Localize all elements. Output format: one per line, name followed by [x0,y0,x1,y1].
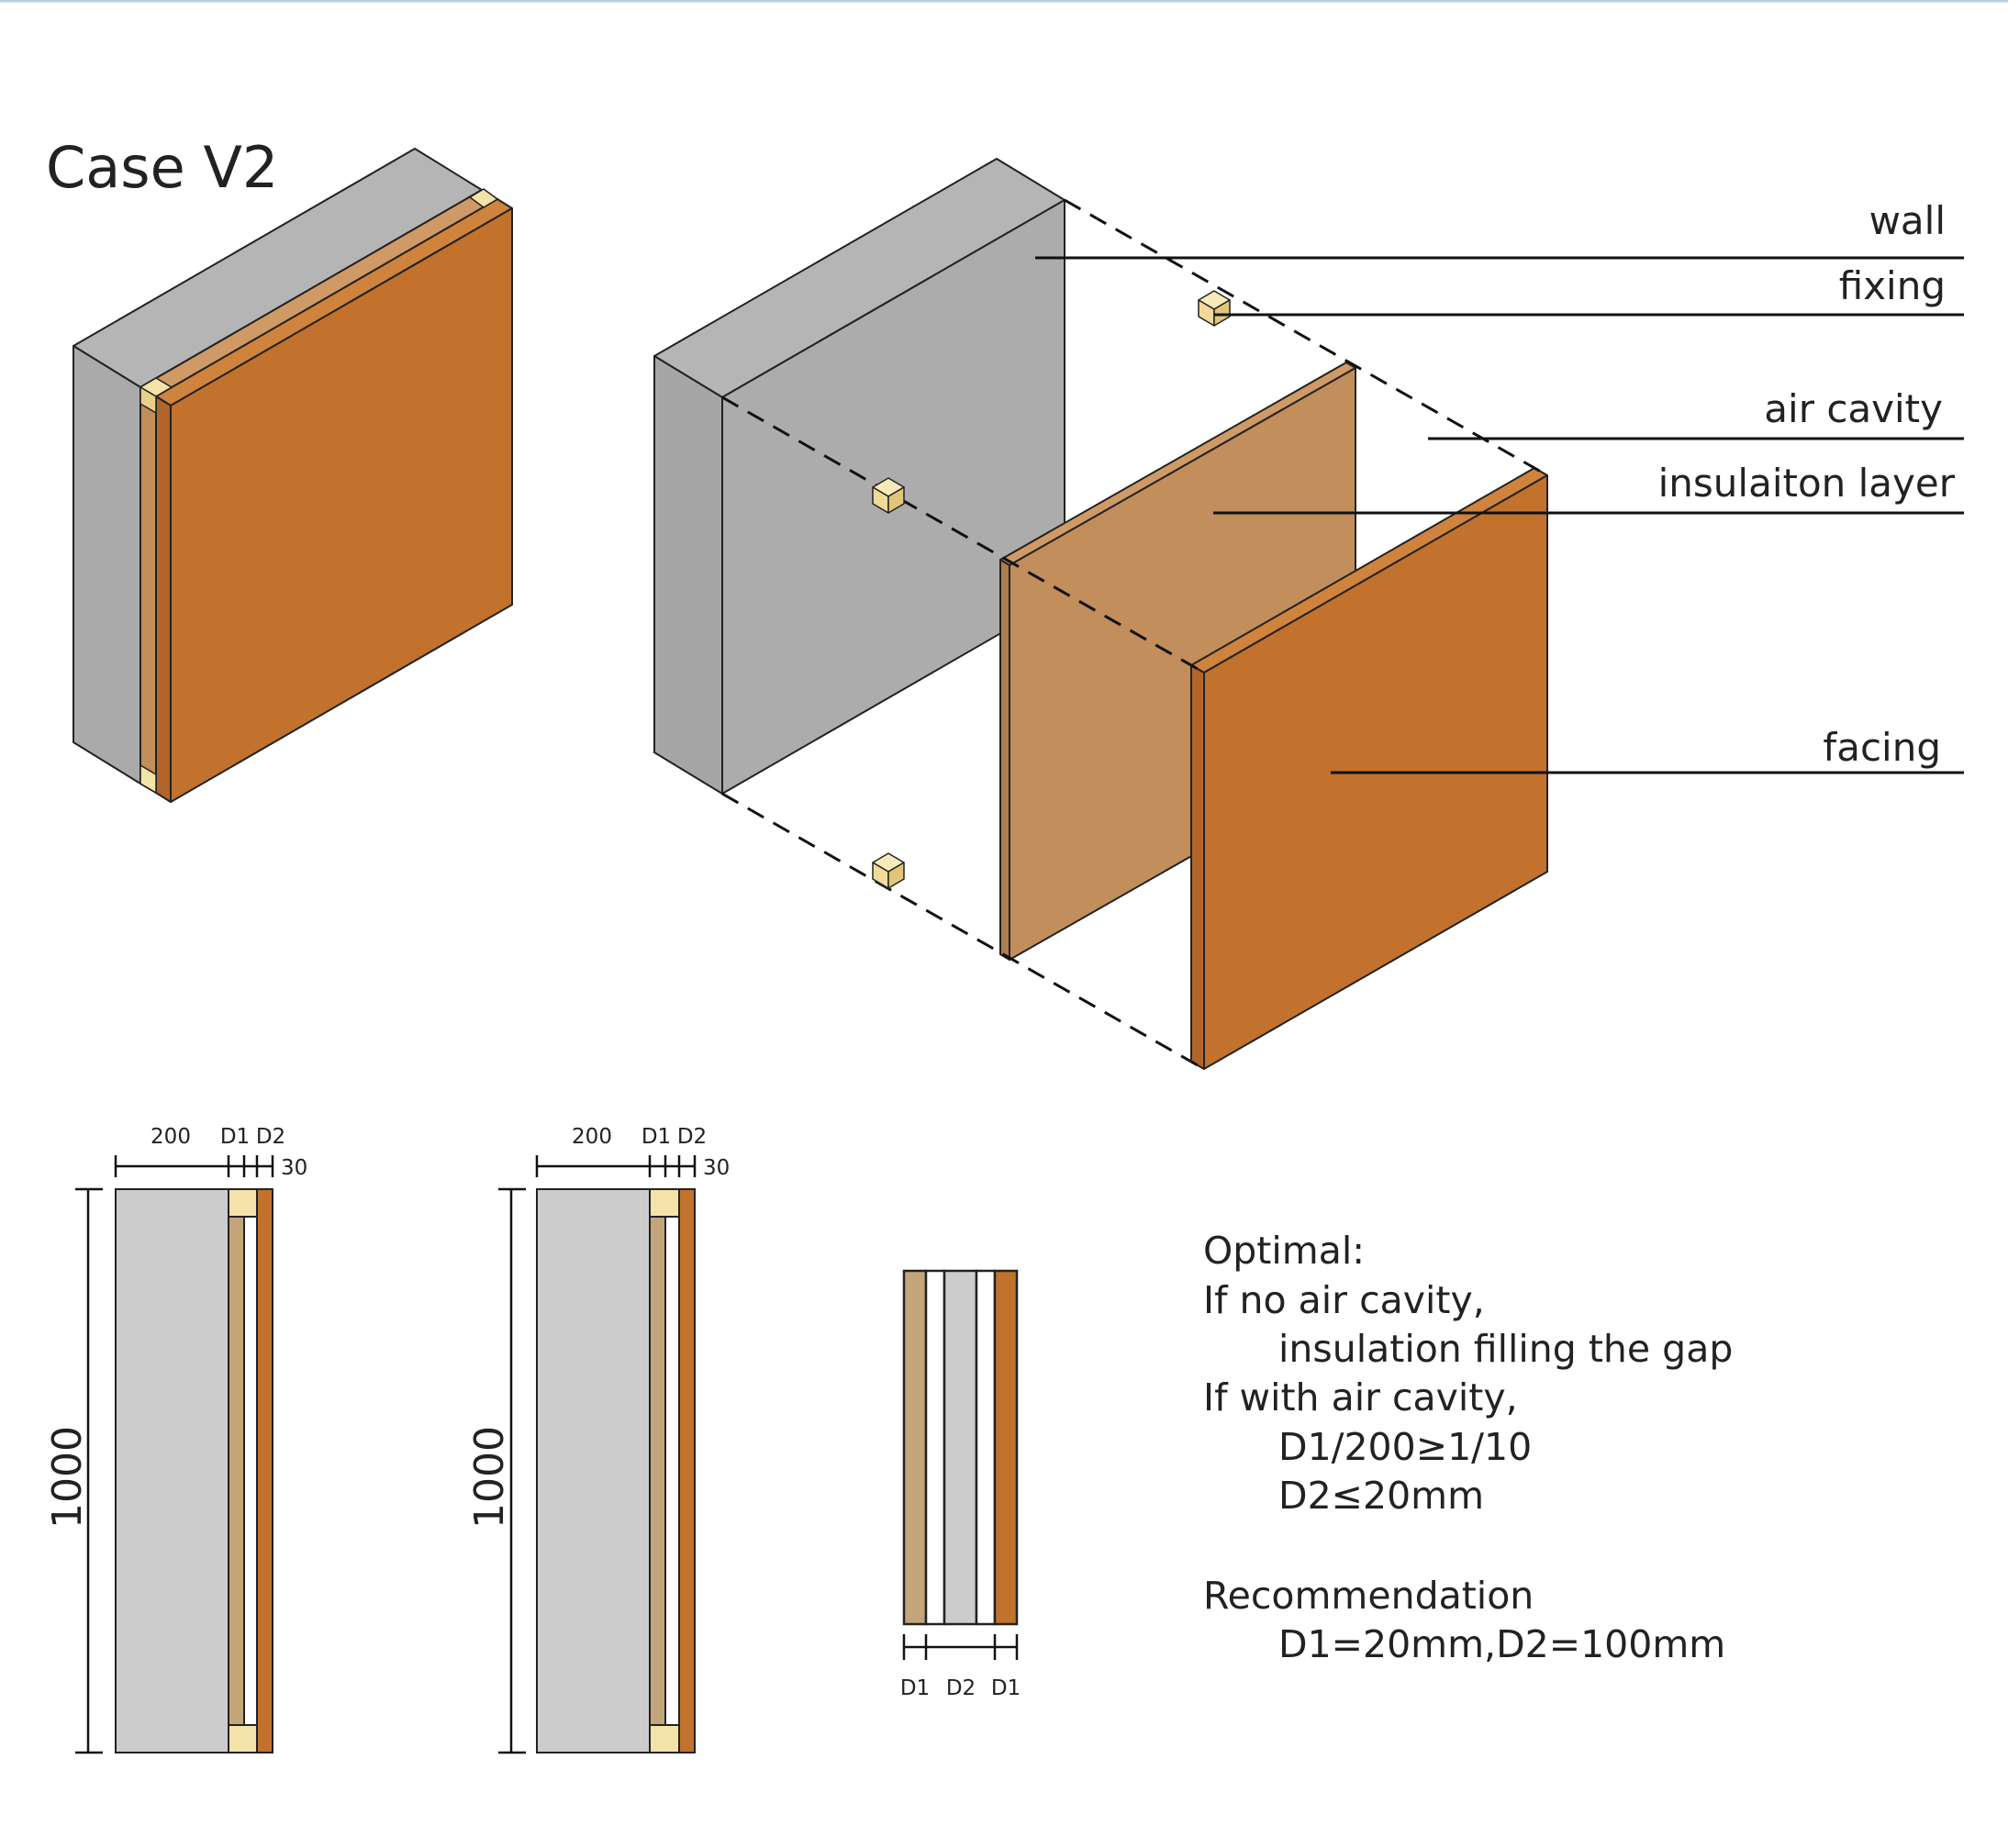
note-insulation-fill: insulation filling the gap [1278,1327,1733,1371]
fixing-cube-bottom [872,852,905,889]
section-1-insulation [228,1188,245,1753]
strip-insulation [902,1269,928,1626]
section-1-dim-height: 1000 [44,1426,91,1529]
projection-lines [721,198,1548,1071]
assembled-fixing-bottom-left [139,764,157,794]
section-2-layers [536,1188,696,1753]
leaders [1035,256,1964,774]
assembled-facing-side [155,395,172,803]
projection-top-right [1064,198,1548,477]
section-2-dims [498,1155,697,1754]
label-wall: wall [1869,198,1946,243]
note-optimal: Optimal: [1203,1229,1365,1273]
assembled-fixing-top-left-side [139,386,157,414]
section-1-facing [256,1188,273,1753]
strip-wall [943,1269,978,1626]
section-2: 200 D1 D2 30 1000 [466,1125,730,1754]
label-fixing: fixing [1839,263,1946,308]
notes: Optimal: If no air cavity, insulation fi… [1203,1229,1733,1666]
label-facing: facing [1823,725,1941,770]
section-2-dim-d1: D1 [641,1125,671,1149]
projection-top-left [721,395,1205,674]
layer-strip: D1 D2 D1 [900,1269,1021,1700]
title: Case V2 [46,134,278,201]
note-no-cavity: If no air cavity, [1203,1278,1485,1322]
note-d1-ratio: D1/200≥1/10 [1278,1425,1532,1469]
section-2-fixing-top [649,1188,680,1218]
layer-strip-body [902,1269,1019,1626]
strip-facing [993,1269,1019,1626]
section-1-wall [115,1188,229,1753]
section-2-dim-height: 1000 [466,1426,513,1529]
section-2-cavity [664,1188,680,1753]
section-1-dims [75,1155,274,1754]
assembled-wall-front [73,345,141,785]
section-1-layers [115,1188,273,1753]
section-1-fixing-top [228,1188,258,1218]
section-2-insulation [649,1188,666,1753]
label-insulation: insulaiton layer [1658,461,1956,506]
section-2-facing [678,1188,696,1753]
section-1-dim-facing: 30 [281,1156,307,1180]
assembled-fixing-top-right [469,188,498,208]
exploded-fixings [872,290,1231,889]
section-1-cavity [243,1188,258,1753]
section-1: 200 D1 D2 30 1000 [44,1125,307,1754]
strip-label-d1-left: D1 [900,1676,930,1700]
note-with-cavity: If with air cavity, [1203,1375,1518,1419]
exploded-insulation-side [999,559,1010,961]
assembled-iso-view [73,148,513,803]
exploded-iso-view [653,158,1548,1070]
strip-label-d2: D2 [946,1676,976,1700]
section-2-wall [536,1188,651,1753]
strip-label-d1-right: D1 [991,1676,1021,1700]
section-1-dim-d1: D1 [220,1125,250,1149]
fixing-cube-middle [872,477,905,514]
assembled-facing-front [170,207,513,803]
section-1-dim-d2: D2 [256,1125,285,1149]
fixing-cube-top [1198,290,1231,327]
section-2-fixing-bottom [649,1724,680,1753]
section-2-dim-facing: 30 [703,1156,730,1180]
section-1-fixing-bottom [228,1724,258,1753]
note-recommendation-values: D1=20mm,D2=100mm [1278,1622,1725,1666]
strip-cavity-right [975,1269,997,1626]
section-2-dim-wall: 200 [572,1125,612,1149]
projection-bottom [721,792,1205,1071]
exploded-wall-left [653,355,723,795]
note-recommendation: Recommendation [1203,1574,1534,1618]
strip-cavity-left [924,1269,946,1626]
section-2-dim-d2: D2 [677,1125,707,1149]
strip-dims [902,1634,1019,1660]
section-1-dim-wall: 200 [151,1125,191,1149]
label-air-cavity: air cavity [1764,386,1943,431]
exploded-facing-side [1190,664,1205,1070]
note-d2-limit: D2≤20mm [1278,1474,1484,1518]
assembled-insulation-side [139,386,157,794]
